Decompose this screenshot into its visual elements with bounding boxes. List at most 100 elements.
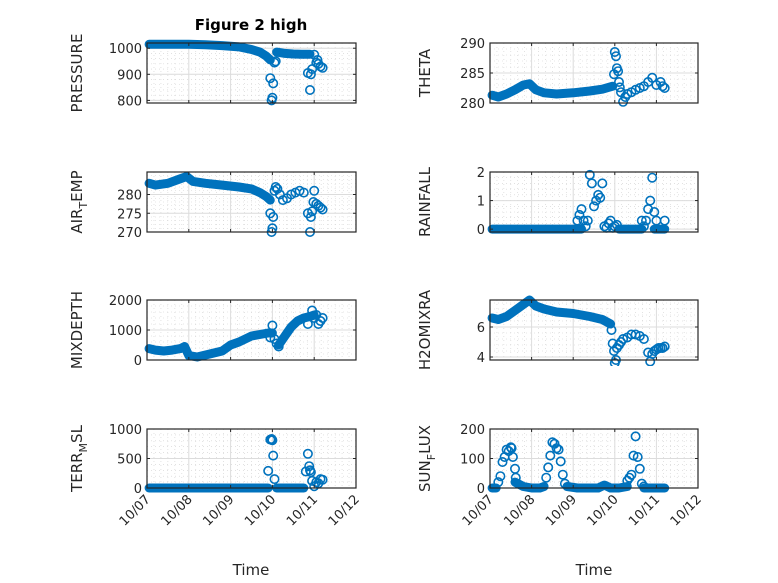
- y-axis-label-rainfall: RAINFALL: [416, 166, 434, 237]
- data-point: [497, 456, 508, 467]
- data-point: [302, 448, 313, 459]
- x-tick-label: 10/09: [543, 492, 580, 529]
- data-point: [614, 82, 625, 93]
- x-tick-label: 10/10: [242, 492, 279, 529]
- data-point: [606, 324, 617, 335]
- data-point: [647, 72, 658, 83]
- data-point: [580, 221, 591, 232]
- data-point: [610, 51, 621, 62]
- y-tick-label: 800: [117, 94, 142, 109]
- data-point: [659, 215, 670, 226]
- panel-terr_msl: 10/07 10/08 10/09 10/10 10/11 10/12 0 500 1000 TE…: [68, 423, 363, 529]
- y-tick-label: 280: [460, 97, 485, 112]
- panel-rainfall: 0 1 2 RAINFALL: [416, 166, 699, 238]
- x-tick-label: 10/11: [284, 492, 321, 529]
- data-point: [317, 474, 328, 485]
- data-point: [593, 189, 604, 200]
- x-tick-label: 10/11: [626, 492, 663, 529]
- x-tick-label: 10/12: [668, 492, 705, 529]
- data-point: [613, 66, 624, 77]
- data-point: [630, 431, 641, 442]
- data-point: [302, 318, 313, 329]
- y-tick-label: 1000: [109, 423, 142, 438]
- y-tick-label: 1000: [109, 324, 142, 339]
- data-point: [613, 77, 624, 88]
- data-point: [305, 212, 316, 223]
- data-point: [263, 465, 274, 476]
- x-tick-label: 10/10: [585, 492, 622, 529]
- y-tick-label: 6: [477, 321, 485, 336]
- panel-pressure: 800 900 1000 PRESSURE: [68, 34, 357, 113]
- data-point: [298, 187, 309, 198]
- data-run: [144, 39, 275, 65]
- data-point: [657, 81, 668, 92]
- x-tick-label: 10/08: [159, 492, 196, 529]
- data-point: [659, 83, 670, 94]
- data-series: [487, 46, 670, 107]
- data-point: [543, 462, 554, 473]
- axes-box: [146, 171, 357, 233]
- panel-theta: 280 285 290 THETA: [416, 37, 699, 112]
- data-point: [608, 345, 619, 356]
- y-tick-label: 100: [460, 453, 485, 468]
- y-tick-label: 500: [117, 453, 142, 468]
- data-point: [304, 85, 315, 96]
- panel-sun_flux: 10/07 10/08 10/09 10/10 10/11 10/12 0 100 200 SUN…: [416, 423, 705, 529]
- data-run: [487, 295, 616, 329]
- x-tick-label: 10/09: [200, 492, 237, 529]
- data-point: [645, 195, 656, 206]
- data-point: [611, 219, 622, 230]
- data-point: [269, 474, 280, 485]
- x-tick-label: 10/07: [460, 492, 497, 529]
- x-axis-label-right: Time: [575, 561, 613, 579]
- data-point: [270, 56, 281, 67]
- data-point: [586, 178, 597, 189]
- data-point: [273, 341, 284, 352]
- data-point: [626, 469, 637, 480]
- y-axis-label-sun_flux: SUNFLUX: [416, 425, 438, 492]
- y-tick-label: 1000: [109, 42, 142, 57]
- data-point: [317, 62, 328, 73]
- data-point: [541, 472, 552, 483]
- data-point: [634, 463, 645, 474]
- axes-box: [489, 171, 699, 233]
- y-tick-label: 0: [477, 482, 485, 497]
- data-point: [628, 450, 639, 461]
- data-point: [305, 69, 316, 80]
- data-point: [270, 182, 281, 193]
- data-point: [265, 73, 276, 84]
- panel-h2omixra: 4 6 H2OMIXRA: [416, 289, 699, 370]
- data-point: [267, 320, 278, 331]
- y-tick-label: 0: [134, 354, 142, 369]
- data-point: [268, 450, 279, 461]
- data-point: [595, 192, 606, 203]
- data-point: [309, 185, 320, 196]
- data-point: [640, 215, 651, 226]
- y-tick-label: 290: [460, 37, 485, 52]
- y-tick-label: 285: [460, 67, 485, 82]
- y-tick-label: 2: [477, 166, 485, 181]
- data-point: [638, 481, 649, 492]
- data-point: [659, 341, 670, 352]
- y-axis-label-mixdepth: MIXDEPTH: [68, 291, 86, 369]
- data-point: [317, 312, 328, 323]
- data-run: [487, 79, 618, 102]
- y-axis-label-h2omixra: H2OMIXRA: [416, 289, 434, 370]
- data-point: [609, 46, 620, 57]
- data-point: [576, 204, 587, 215]
- chart-title: Figure 2 high: [195, 16, 308, 34]
- data-point: [545, 450, 556, 461]
- data-point: [268, 78, 279, 89]
- y-tick-label: 270: [117, 226, 142, 241]
- axes-box: [146, 42, 357, 104]
- y-axis-label-theta: THETA: [416, 48, 434, 98]
- data-run: [272, 47, 315, 59]
- data-point: [315, 61, 326, 72]
- data-point: [269, 57, 280, 68]
- data-point: [555, 456, 566, 467]
- data-point: [557, 469, 568, 480]
- data-point: [632, 451, 643, 462]
- y-axis-label-pressure: PRESSURE: [68, 34, 86, 113]
- x-tick-label: 10/07: [117, 492, 154, 529]
